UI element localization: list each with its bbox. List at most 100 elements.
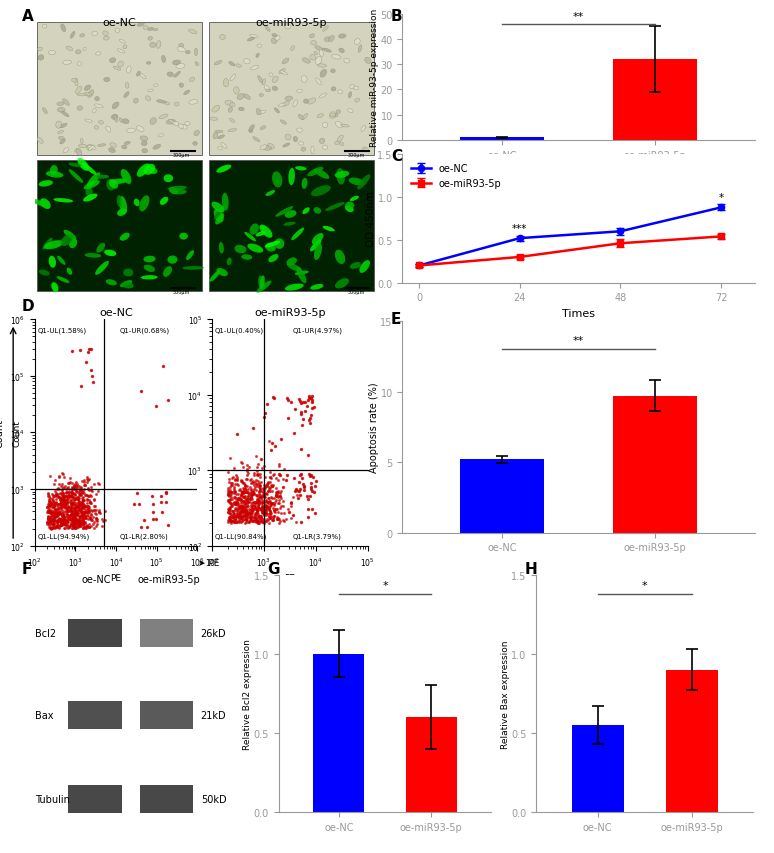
Point [79,506,91,519]
Point [73,492,85,506]
Point [261,501,273,514]
Ellipse shape [49,51,56,55]
Point [64,501,77,514]
Point [57,486,69,500]
Point [276,473,289,486]
Point [43,511,56,525]
Point [77,508,89,521]
Ellipse shape [57,257,66,265]
Ellipse shape [303,208,310,215]
Point [248,502,261,515]
Point [74,519,87,533]
Point [67,499,80,513]
Point [255,513,268,526]
Point [54,499,67,513]
Point [77,515,89,529]
Ellipse shape [156,42,161,49]
Ellipse shape [60,25,66,32]
Ellipse shape [330,114,336,119]
Point [55,491,67,505]
Point [85,513,98,526]
Point [70,507,82,520]
Point [222,466,235,479]
Point [65,498,77,512]
Ellipse shape [249,35,259,38]
Point [77,485,89,498]
Point [240,513,252,526]
Point [271,513,283,526]
Ellipse shape [310,285,324,290]
Point [302,449,314,462]
Point [74,502,86,516]
Point [99,514,111,527]
Point [45,508,57,522]
Point [73,487,85,501]
Point [266,485,279,498]
Point [54,492,67,506]
Point [138,514,150,527]
Ellipse shape [85,120,92,123]
Point [53,478,66,491]
Point [270,487,283,501]
Point [72,517,84,531]
Point [257,490,269,503]
Point [248,501,261,514]
Point [261,478,273,491]
Point [42,487,54,501]
Ellipse shape [311,147,314,154]
Point [94,504,106,518]
Point [53,522,66,536]
Ellipse shape [122,146,127,150]
Point [264,512,276,525]
Text: A: A [22,9,33,24]
Point [56,509,68,523]
Point [61,497,74,511]
Ellipse shape [87,145,93,151]
Point [235,494,248,508]
Point [232,498,245,512]
Point [84,511,96,525]
Point [225,497,238,511]
Point [295,442,307,456]
Point [43,507,56,520]
Ellipse shape [211,202,224,213]
Point [228,516,240,530]
Point [77,507,89,520]
Point [76,518,88,531]
Point [68,519,80,532]
Point [80,519,93,533]
Ellipse shape [160,198,168,206]
Point [293,482,306,496]
Point [277,514,289,527]
Point [70,519,82,533]
Point [81,513,94,526]
Point [226,509,238,523]
Point [251,507,263,520]
Point [258,516,270,530]
Point [224,451,236,465]
Point [230,502,242,516]
Point [307,390,319,403]
Point [252,485,265,499]
Point [66,487,78,501]
Point [272,490,285,503]
Ellipse shape [312,234,324,245]
Point [51,497,63,511]
Point [70,520,83,534]
Point [57,509,69,523]
Point [82,507,94,520]
Point [57,490,70,503]
Point [73,511,85,525]
Point [234,490,246,504]
Bar [36,22,202,155]
Point [57,512,70,525]
Point [84,490,96,503]
Point [80,356,92,369]
Point [66,497,78,511]
Ellipse shape [259,276,265,289]
Point [60,518,72,531]
Point [54,502,67,515]
Point [61,508,74,522]
Point [80,471,93,485]
Point [65,518,77,531]
